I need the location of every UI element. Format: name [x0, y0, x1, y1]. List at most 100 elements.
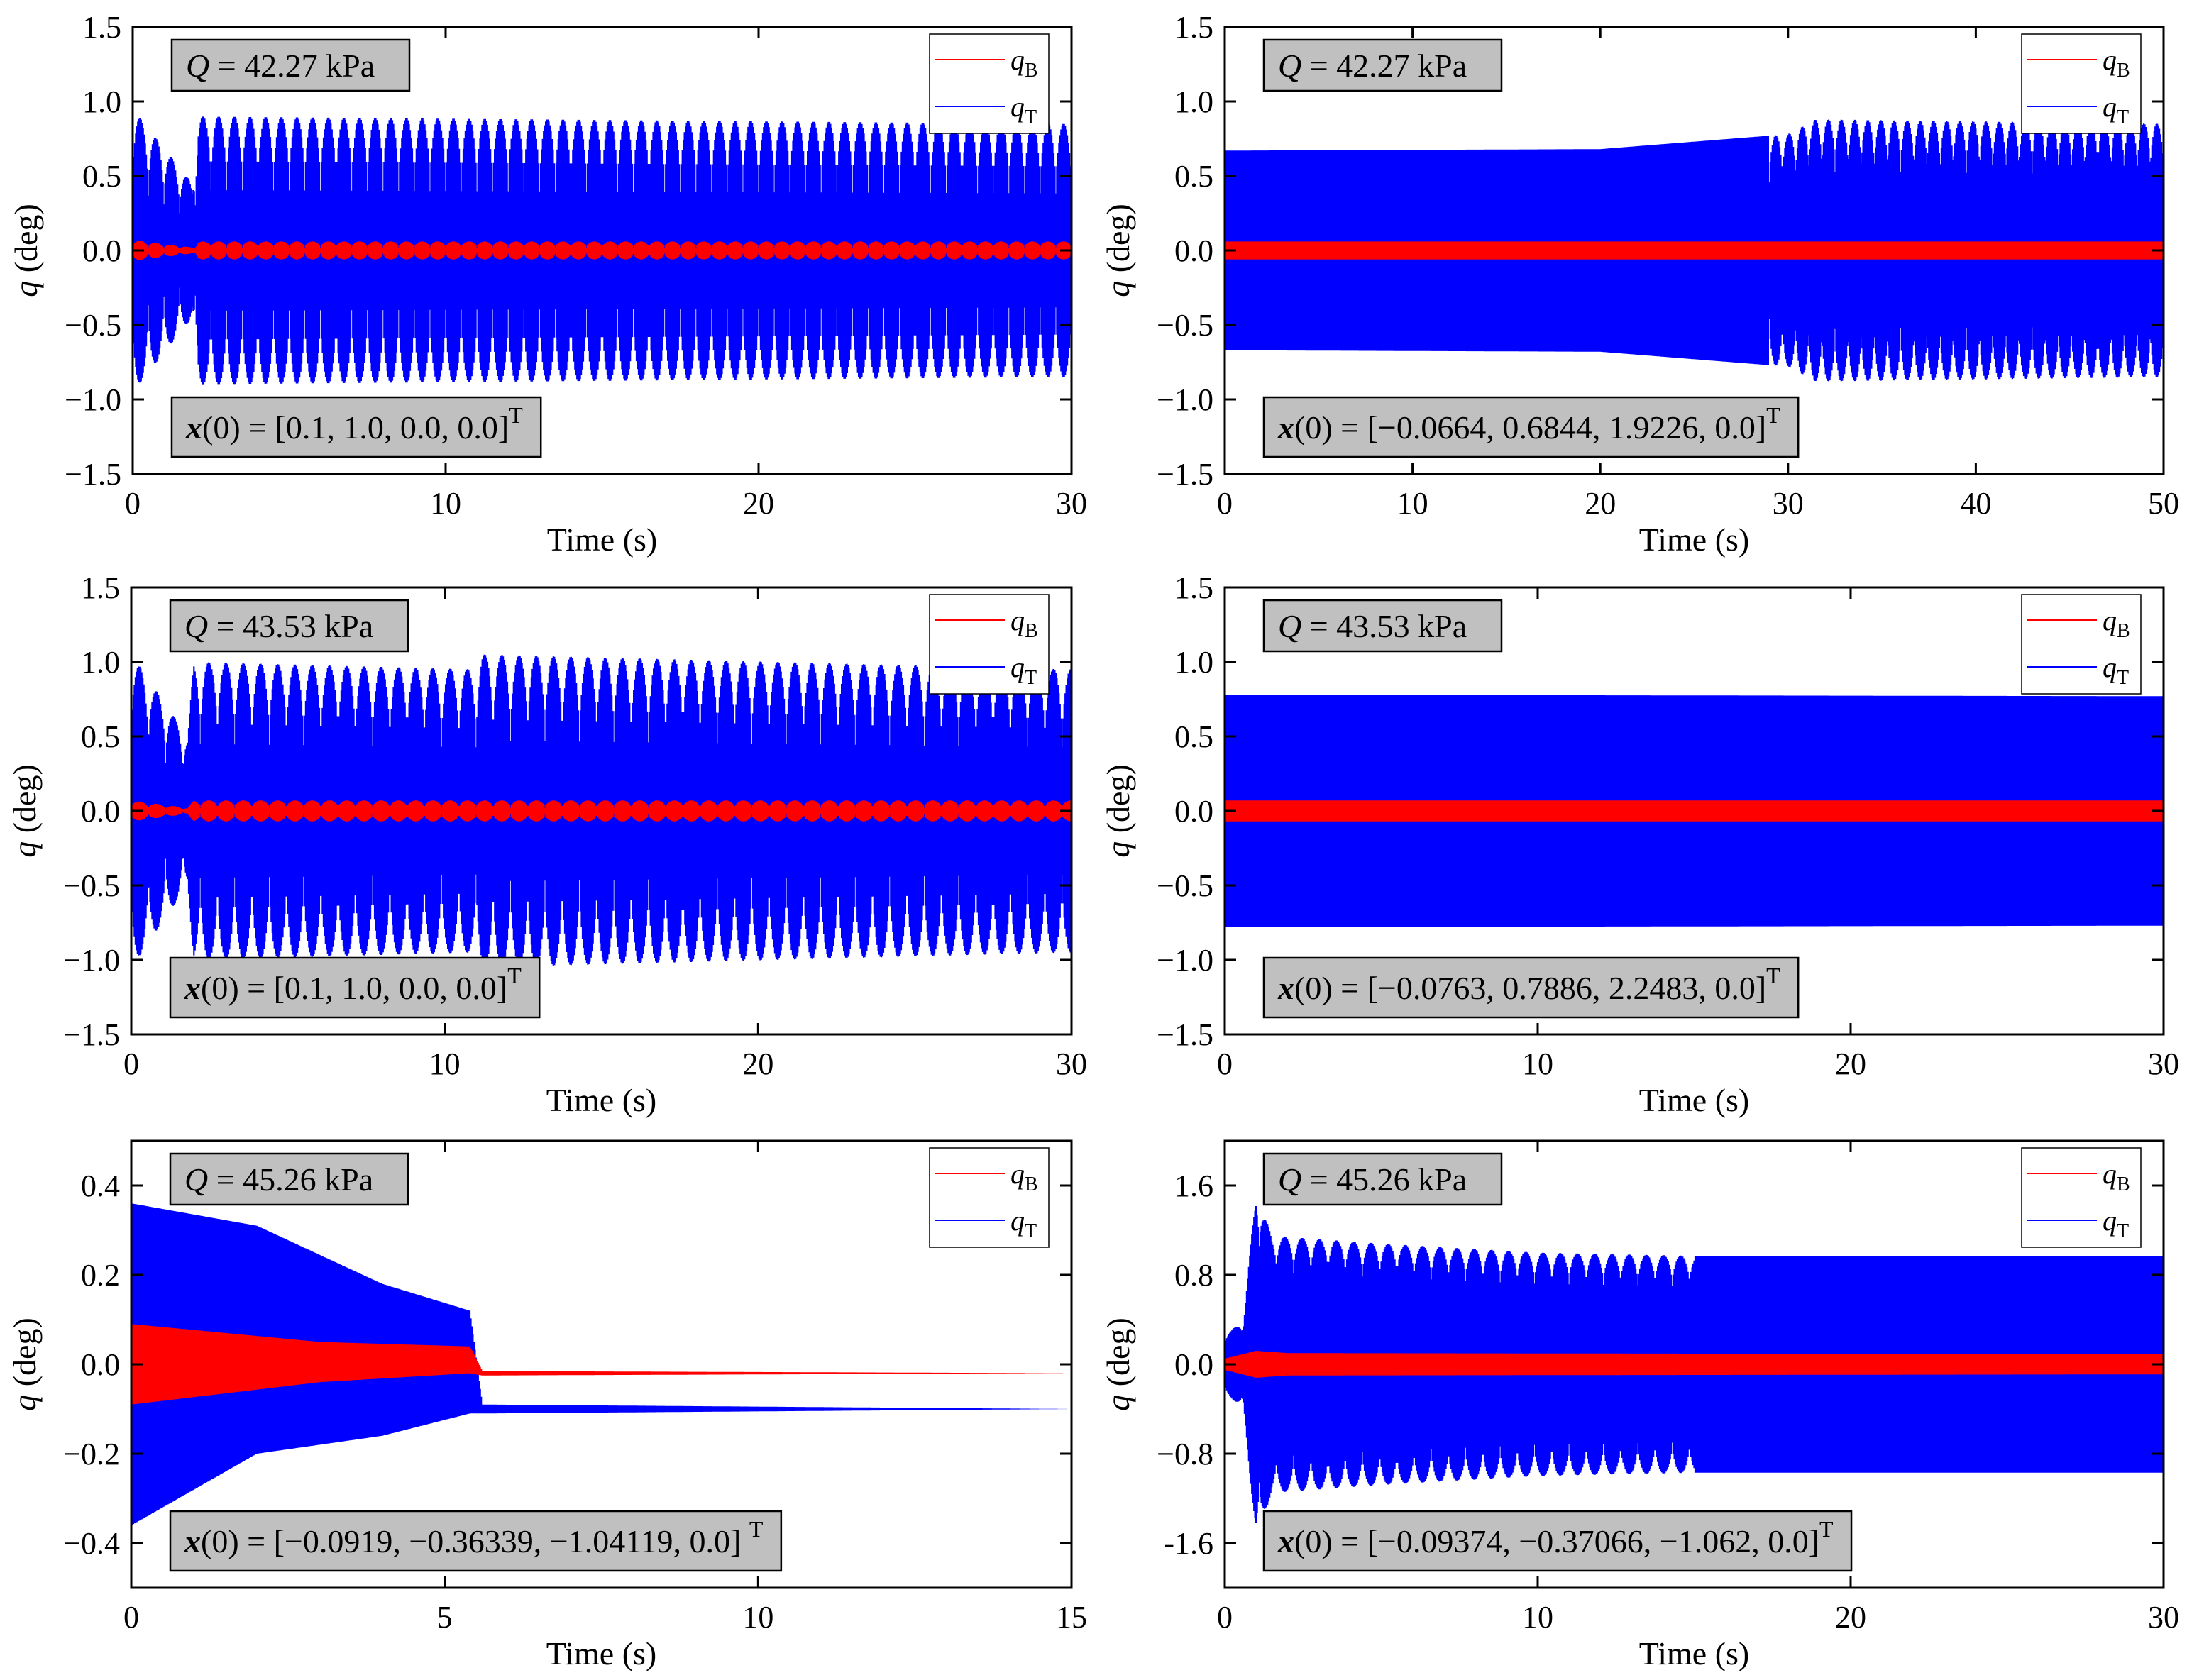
x0-annotation: x(0) = [0.1, 1.0, 0.0, 0.0]T [170, 396, 542, 458]
x-tick-label: 5 [437, 1600, 453, 1635]
x-tick-label: 0 [123, 1600, 139, 1635]
y-tick-label: 1.5 [1174, 10, 1213, 45]
series-q_B [133, 241, 1072, 260]
series-q_B [1225, 800, 2164, 822]
x-tick-label: 10 [1522, 1600, 1553, 1635]
y-axis-title: q (deg) [6, 764, 43, 858]
legend-frame [929, 594, 1050, 695]
y-axis-title: q (deg) [1100, 204, 1136, 297]
chart-panel-middle-left: 0 10 20 30 −1.5 −1.0 −0.5 0.0 0.5 1.0 1.5 Time (s) q… [6, 570, 1087, 1118]
series-group [1225, 695, 2164, 927]
legend: qB qT [929, 33, 1050, 134]
y-tick-label: −1.0 [1157, 382, 1213, 417]
legend: qB qT [929, 1147, 1050, 1248]
y-tick-label: 0.0 [82, 233, 121, 268]
y-tick-label: −1.5 [65, 457, 121, 492]
legend-label-qT: qT [1010, 651, 1037, 689]
y-axis-title: q (deg) [6, 1317, 43, 1411]
x-axis-title: Time (s) [546, 1082, 657, 1118]
q-annotation-text: Q = 45.26 kPa [184, 1161, 373, 1198]
y-tick-label: 1.0 [1174, 84, 1213, 119]
x-axis-title: Time (s) [1639, 1082, 1750, 1118]
x-tick-label: 20 [1585, 486, 1616, 521]
x-tick-label: 0 [125, 486, 141, 521]
legend-label-qB: qB [1010, 1158, 1038, 1195]
y-tick-label: −1.5 [1157, 457, 1213, 492]
series-group [131, 1203, 1067, 1525]
x-tick-label: 20 [1835, 1600, 1866, 1635]
legend-frame [2021, 33, 2142, 134]
legend-frame [2021, 1147, 2142, 1248]
series-q_B [131, 1324, 1063, 1405]
series-group [1225, 1206, 2164, 1522]
legend-frame [2021, 594, 2142, 695]
y-tick-label: −1.0 [65, 382, 121, 417]
x-tick-label: 15 [1056, 1600, 1087, 1635]
y-tick-label: 1.0 [1174, 645, 1213, 680]
y-tick-label: −1.0 [63, 943, 120, 978]
x0-annotation: x(0) = [−0.0919, −0.36339, −1.04119, 0.0… [169, 1510, 783, 1572]
y-axis-title: q (deg) [1100, 1317, 1136, 1411]
y-tick-label: 1.0 [81, 645, 120, 680]
q-annotation: Q = 43.53 kPa [169, 599, 409, 653]
legend-frame [929, 33, 1050, 134]
x-tick-label: 10 [429, 1046, 461, 1081]
legend-frame [929, 1147, 1050, 1248]
x0-annotation: x(0) = [−0.09374, −0.37066, −1.062, 0.0]… [1262, 1510, 1853, 1572]
legend-label-qB: qB [1010, 604, 1038, 642]
x-axis-title: Time (s) [1639, 521, 1750, 558]
q-annotation-text: Q = 43.53 kPa [1278, 608, 1467, 644]
x0-annotation-text: x(0) = [−0.0664, 0.6844, 1.9226, 0.0]T [1277, 402, 1780, 446]
y-tick-label: −1.5 [63, 1017, 120, 1052]
x0-annotation-text: x(0) = [0.1, 1.0, 0.0, 0.0]T [185, 402, 523, 446]
y-tick-label: −0.4 [63, 1526, 120, 1561]
x-tick-label: 30 [1773, 486, 1804, 521]
x0-annotation: x(0) = [−0.0763, 0.7886, 2.2483, 0.0]T [1262, 956, 1800, 1019]
y-tick-label: 0.5 [1174, 719, 1213, 754]
chart-panel-middle-right: 0 10 20 30 −1.5 −1.0 −0.5 0.0 0.5 1.0 1.5 Time (s) q… [1100, 570, 2179, 1118]
x-tick-label: 20 [1835, 1046, 1866, 1081]
q-annotation-text: Q = 43.53 kPa [184, 608, 373, 644]
x-tick-label: 50 [2148, 486, 2179, 521]
x-tick-label: 10 [430, 486, 461, 521]
y-tick-label: −0.2 [63, 1437, 120, 1471]
q-annotation-text: Q = 42.27 kPa [1278, 48, 1467, 84]
legend-label-qT: qT [1010, 1205, 1037, 1242]
x0-annotation-text: x(0) = [0.1, 1.0, 0.0, 0.0]T [184, 963, 522, 1006]
y-tick-label: −0.5 [65, 308, 121, 343]
x0-annotation: x(0) = [−0.0664, 0.6844, 1.9226, 0.0]T [1262, 396, 1800, 458]
legend-label-qB: qB [1010, 44, 1038, 82]
y-tick-label: 0.5 [82, 159, 121, 194]
x-tick-label: 10 [742, 1600, 773, 1635]
x-tick-label: 0 [1217, 1600, 1233, 1635]
y-tick-label: 0.2 [81, 1258, 120, 1293]
y-axis-title: q (deg) [8, 204, 44, 297]
x-tick-label: 10 [1522, 1046, 1553, 1081]
x-tick-label: 40 [1960, 486, 1991, 521]
x-tick-label: 20 [743, 486, 774, 521]
x-tick-label: 10 [1397, 486, 1428, 521]
x-tick-label: 30 [1056, 1046, 1087, 1081]
x-axis-title: Time (s) [546, 1635, 657, 1671]
legend: qB qT [2021, 1147, 2142, 1248]
y-tick-label: -1.6 [1164, 1526, 1213, 1561]
y-tick-label: −1.5 [1157, 1017, 1213, 1052]
series-group [1225, 119, 2164, 382]
legend-label-qB: qB [2103, 604, 2130, 642]
q-annotation: Q = 43.53 kPa [1262, 599, 1503, 653]
y-tick-label: −0.5 [1157, 308, 1213, 343]
legend-label-qT: qT [2103, 91, 2129, 128]
series-q_B [1225, 1351, 2164, 1378]
legend-label-qB: qB [2103, 1158, 2130, 1195]
legend: qB qT [2021, 33, 2142, 134]
series-group [131, 654, 1072, 968]
chart-panel-bottom-right: 0 10 20 30 -1.6 −0.8 0.0 0.8 1.6 Time (s) q (deg) Q… [1100, 1139, 2179, 1671]
x-tick-label: 0 [1217, 486, 1233, 521]
y-tick-label: 1.6 [1174, 1168, 1213, 1203]
legend: qB qT [929, 594, 1050, 695]
x-tick-label: 0 [123, 1046, 139, 1081]
x0-annotation: x(0) = [0.1, 1.0, 0.0, 0.0]T [169, 956, 541, 1019]
y-tick-label: −0.8 [1157, 1437, 1213, 1471]
y-axis-title: q (deg) [1100, 764, 1136, 858]
